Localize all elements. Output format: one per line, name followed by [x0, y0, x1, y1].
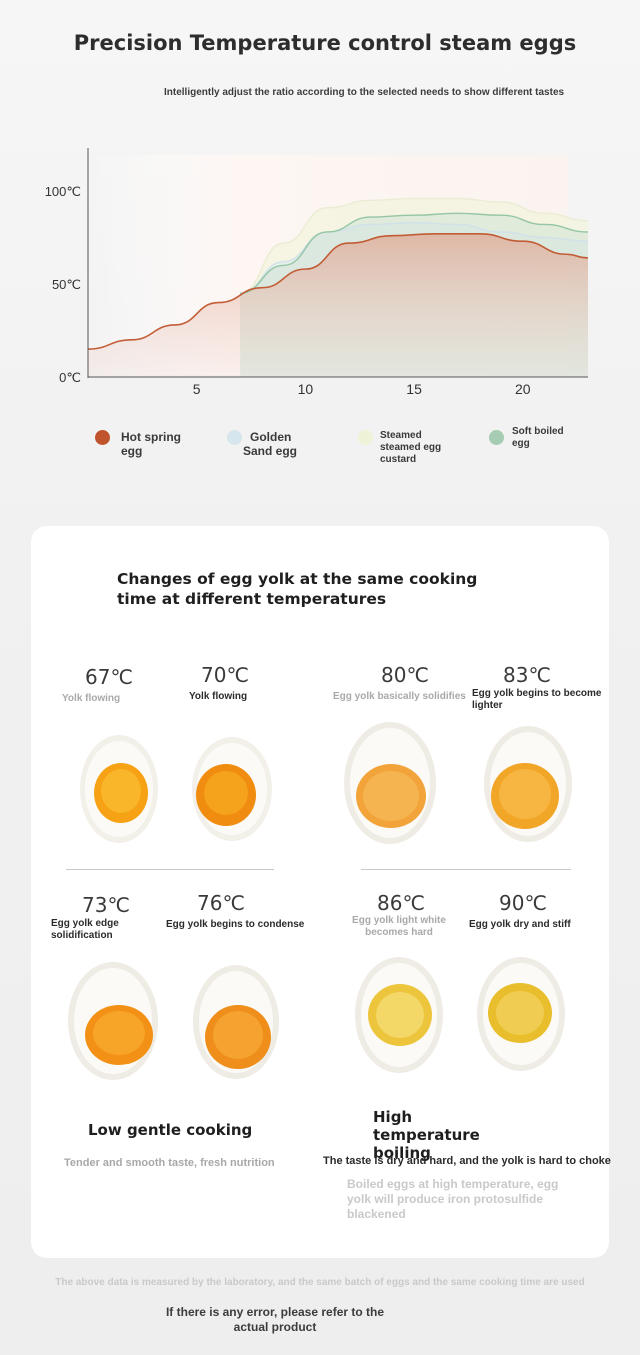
legend-label-custard: Steamed steamed egg custard [380, 430, 442, 465]
legend-label-golden-sand: Golden Sand egg [243, 430, 298, 458]
egg-photo-76 [192, 963, 280, 1081]
x-tick-label: 10 [298, 381, 314, 397]
series-area-0 [88, 233, 588, 377]
egg-photo-80 [343, 720, 437, 846]
egg-desc-90: Egg yolk dry and stiff [469, 919, 571, 930]
egg-temp-67: 67℃ [85, 665, 133, 689]
egg-temp-76: 76℃ [197, 891, 245, 915]
y-tick-label: 0℃ [59, 370, 81, 385]
egg-photo-83 [483, 724, 573, 844]
egg-desc-80: Egg yolk basically solidifies [333, 691, 466, 702]
footer-disclaimer: The above data is measured by the labora… [55, 1277, 585, 1288]
egg-photo-67 [78, 733, 160, 845]
legend-swatch-golden-sand [227, 430, 242, 445]
footer-note: If there is any error, please refer to t… [165, 1305, 385, 1334]
y-tick-label: 50℃ [52, 277, 81, 292]
series-line-2 [240, 197, 589, 294]
comparison-panel [31, 526, 609, 1258]
panel-title-text: Changes of egg yolk at the same cooking … [117, 570, 478, 608]
egg-photo-73 [67, 960, 159, 1082]
panel-title: Changes of egg yolk at the same cooking … [110, 569, 510, 609]
high-boiling-title-text: High temperature boiling [373, 1108, 480, 1162]
x-tick-label: 5 [193, 381, 201, 397]
high-boiling-title: High temperature boiling [373, 1108, 523, 1162]
low-cooking-note: Tender and smooth taste, fresh nutrition [64, 1157, 275, 1169]
x-tick-label: 15 [406, 381, 422, 397]
egg-temp-83: 83℃ [503, 663, 551, 687]
egg-temp-73: 73℃ [82, 893, 130, 917]
egg-temp-70: 70℃ [201, 663, 249, 687]
egg-desc-83: Egg yolk begins to become lighter [472, 688, 602, 711]
egg-desc-76: Egg yolk begins to condense [166, 919, 305, 930]
egg-desc-67: Yolk flowing [62, 693, 121, 704]
legend-swatch-hot-spring [95, 430, 110, 445]
x-tick-label: 20 [515, 381, 531, 397]
egg-photo-86 [354, 955, 444, 1075]
egg-desc-86: Egg yolk light white becomes hard [352, 915, 446, 938]
high-boiling-note: The taste is dry and hard, and the yolk … [323, 1155, 611, 1167]
divider-left [66, 869, 274, 870]
series-line-3 [240, 212, 589, 294]
egg-photo-90 [476, 955, 566, 1073]
divider-right [361, 869, 571, 870]
egg-temp-90: 90℃ [499, 891, 547, 915]
legend-label-soft-boiled: Soft boiled egg [512, 426, 564, 449]
legend-swatch-custard [358, 430, 373, 445]
series-line-0 [87, 232, 589, 350]
egg-desc-73: Egg yolk edge solidification [51, 918, 119, 941]
legend-swatch-soft-boiled [489, 430, 504, 445]
temperature-chart: 5 10 15 20 0℃ 50℃ 100℃ [45, 148, 589, 397]
series-line-1 [240, 221, 589, 294]
y-tick-label: 100℃ [45, 184, 81, 199]
high-boiling-warning: Boiled eggs at high temperature, egg yol… [347, 1177, 559, 1221]
egg-temp-80: 80℃ [381, 663, 429, 687]
egg-desc-70: Yolk flowing [189, 691, 248, 702]
page-subtitle: Intelligently adjust the ratio according… [164, 87, 565, 98]
egg-photo-70 [190, 735, 274, 843]
egg-temp-86: 86℃ [377, 891, 425, 915]
page-title: Precision Temperature control steam eggs [73, 31, 577, 55]
low-cooking-title: Low gentle cooking [88, 1121, 253, 1139]
legend-label-hot-spring: Hot spring egg [121, 430, 181, 458]
